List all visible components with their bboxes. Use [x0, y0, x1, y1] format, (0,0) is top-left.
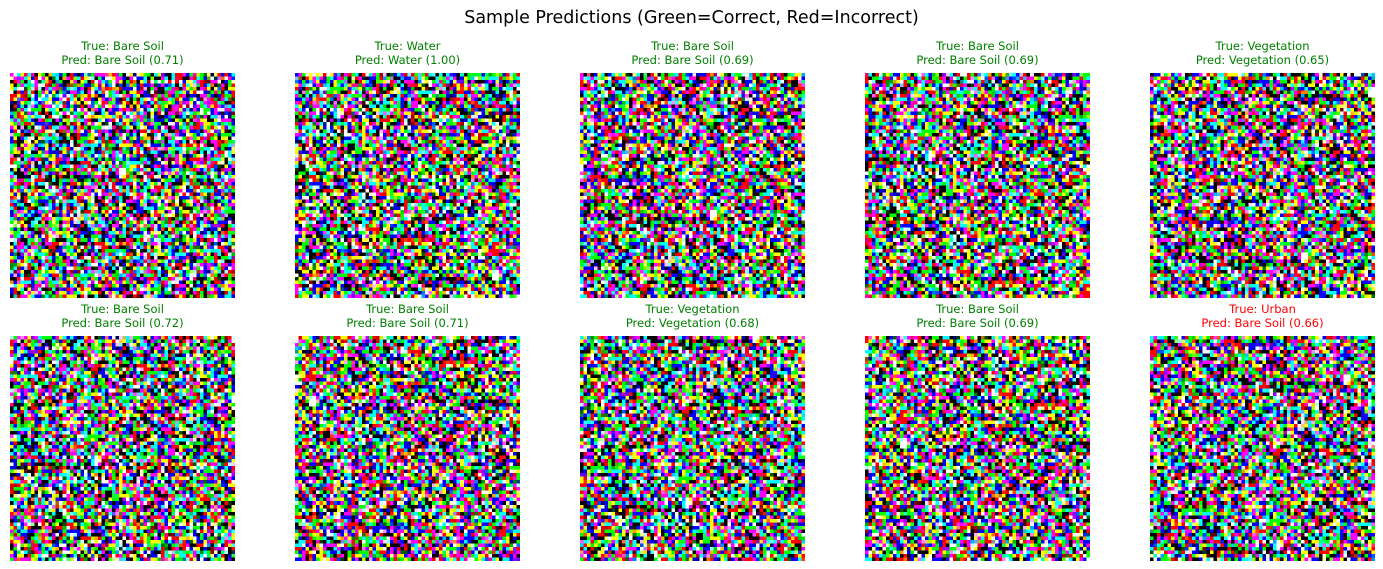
true-label: True: Water	[374, 39, 441, 53]
noise-image	[865, 336, 1090, 561]
noise-image	[10, 336, 235, 561]
true-label: True: Bare Soil	[936, 39, 1019, 53]
pred-label: Pred: Bare Soil (0.69)	[916, 53, 1039, 67]
true-label: True: Vegetation	[1215, 39, 1310, 53]
pred-label: Pred: Bare Soil (0.71)	[61, 53, 184, 67]
true-label: True: Urban	[1229, 302, 1296, 316]
pred-label: Pred: Vegetation (0.68)	[625, 316, 760, 330]
figure-title: Sample Predictions (Green=Correct, Red=I…	[464, 8, 919, 28]
true-label: True: Bare Soil	[366, 302, 449, 316]
panel-caption: True: Vegetation Pred: Vegetation (0.68)	[560, 302, 825, 330]
noise-image	[580, 73, 805, 298]
noise-image	[10, 73, 235, 298]
pred-label: Pred: Bare Soil (0.71)	[346, 316, 469, 330]
pred-label: Pred: Bare Soil (0.69)	[916, 316, 1039, 330]
panel-caption: True: Vegetation Pred: Vegetation (0.65)	[1130, 39, 1383, 67]
pred-label: Pred: Bare Soil (0.69)	[631, 53, 754, 67]
panel-caption: True: Water Pred: Water (1.00)	[275, 39, 540, 67]
noise-image	[1150, 73, 1375, 298]
noise-image	[1150, 336, 1375, 561]
panel-caption: True: Bare Soil Pred: Bare Soil (0.71)	[0, 39, 255, 67]
panel-caption: True: Urban Pred: Bare Soil (0.66)	[1130, 302, 1383, 330]
true-label: True: Bare Soil	[81, 302, 164, 316]
pred-label: Pred: Water (1.00)	[354, 53, 461, 67]
panel-caption: True: Bare Soil Pred: Bare Soil (0.69)	[560, 39, 825, 67]
true-label: True: Bare Soil	[81, 39, 164, 53]
true-label: True: Vegetation	[645, 302, 740, 316]
panel-caption: True: Bare Soil Pred: Bare Soil (0.71)	[275, 302, 540, 330]
true-label: True: Bare Soil	[651, 39, 734, 53]
noise-image	[865, 73, 1090, 298]
pred-label: Pred: Vegetation (0.65)	[1195, 53, 1330, 67]
true-label: True: Bare Soil	[936, 302, 1019, 316]
pred-label: Pred: Bare Soil (0.72)	[61, 316, 184, 330]
panel-caption: True: Bare Soil Pred: Bare Soil (0.72)	[0, 302, 255, 330]
noise-image	[295, 336, 520, 561]
pred-label: Pred: Bare Soil (0.66)	[1201, 316, 1324, 330]
panel-caption: True: Bare Soil Pred: Bare Soil (0.69)	[845, 302, 1110, 330]
noise-image	[295, 73, 520, 298]
noise-image	[580, 336, 805, 561]
panel-caption: True: Bare Soil Pred: Bare Soil (0.69)	[845, 39, 1110, 67]
